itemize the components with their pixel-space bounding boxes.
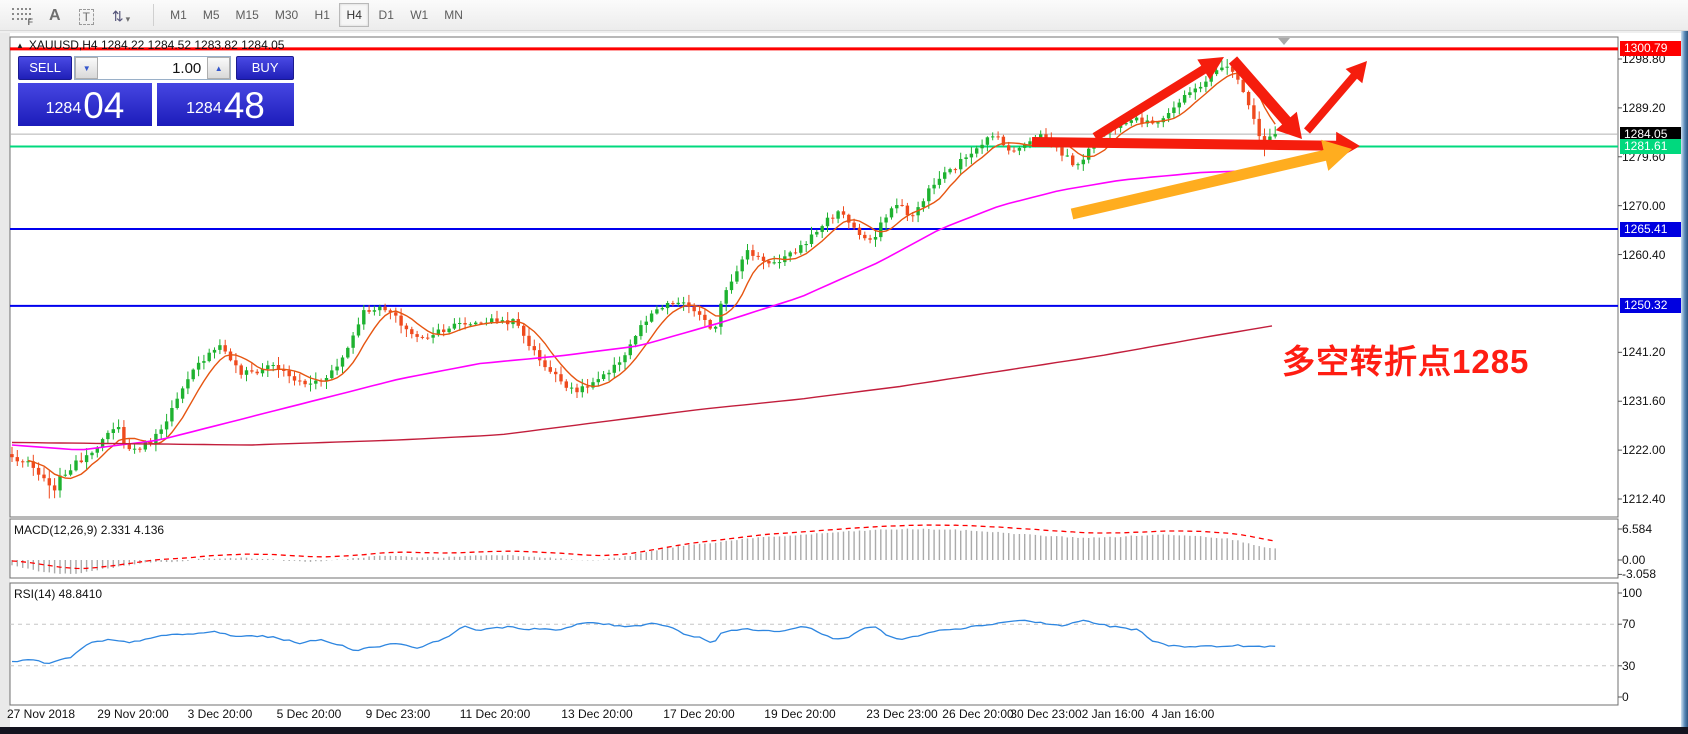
panel-border [9,582,1619,706]
rsi-axis-label: 0 [1622,690,1629,704]
macd-histogram [11,528,1276,574]
time-axis-label: 29 Nov 20:00 [97,707,169,721]
price-axis-label: 1241.20 [1622,345,1666,359]
arrows-object-icon[interactable]: ⇅ ▾ [111,8,131,24]
macd-axis-label: 6.584 [1622,522,1653,536]
volume-increase-button[interactable]: ▲ [207,57,231,79]
timeframe-button-h1[interactable]: H1 [307,3,337,27]
timeframe-button-m5[interactable]: M5 [196,3,227,27]
panel-border [9,518,1619,579]
price-axis-label: 1289.20 [1622,101,1666,115]
time-axis-label: 19 Dec 20:00 [764,707,836,721]
time-axis-label: 26 Dec 20:00 [942,707,1014,721]
timeframe-group: M1 M5 M15 M30 H1 H4 D1 W1 MN [162,3,471,27]
time-axis-label: 13 Dec 20:00 [561,707,633,721]
window-edge [1681,30,1688,727]
pullback-arrow[interactable] [1228,56,1302,139]
price-axis-label: 1231.60 [1622,394,1666,408]
time-axis-label: 9 Dec 23:00 [365,707,431,721]
price-level-badge: 1265.41 [1620,222,1682,237]
chart-title: ▲ XAUUSD,H4 1284.22 1284.52 1283.82 1284.… [16,38,285,52]
volume-stepper: ▼ ▲ [74,56,232,80]
forecast-arrow[interactable] [1304,61,1367,134]
price-axis-label: 1270.00 [1622,199,1666,213]
timeframe-button-w1[interactable]: W1 [403,3,435,27]
buy-button[interactable]: BUY [236,56,294,80]
ma-slow-line [11,325,1273,446]
time-axis-label: 27 Nov 2018 [6,707,76,721]
collapse-panel-icon[interactable]: ▲ [16,41,24,50]
time-axis-label: 11 Dec 20:00 [459,707,531,721]
annotation-text: 多空转折点1285 [1282,343,1530,380]
time-axis-label: 30 Dec 23:00 [1010,707,1082,721]
time-axis-label: 3 Dec 20:00 [187,707,253,721]
timeframe-button-m1[interactable]: M1 [163,3,194,27]
axis-ticks [1618,58,1622,698]
timeframe-button-m30[interactable]: M30 [268,3,305,27]
chart-shift-marker-icon[interactable] [1278,38,1290,45]
sell-button[interactable]: SELL [18,56,73,80]
price-level-badge: 1284.05 [1620,127,1682,142]
toolbar-separator [153,4,155,26]
ask-price-display[interactable]: 1284 48 [157,83,294,126]
text-label-icon[interactable]: A [49,7,61,24]
timeframe-button-d1[interactable]: D1 [371,3,401,27]
macd-axis-label: 0.00 [1622,553,1646,567]
support-arrow[interactable] [1031,131,1360,160]
rsi-axis-label: 30 [1622,659,1636,673]
fibo-lines-icon[interactable]: F [12,7,33,27]
timeframe-button-h4[interactable]: H4 [339,3,370,27]
bottom-bar [0,727,1688,734]
text-box-icon[interactable]: T [78,5,94,25]
rsi-line [11,619,1276,665]
timeframe-button-m15[interactable]: M15 [229,3,266,27]
price-level-badge: 1250.32 [1620,298,1682,313]
time-axis-label: 17 Dec 20:00 [663,707,735,721]
time-axis-label: 23 Dec 23:00 [866,707,938,721]
macd-signal-line [11,524,1276,570]
macd-axis-label: -3.058 [1622,567,1657,581]
chart-bg [10,33,1682,727]
toolbar: F A T ⇅ ▾ M1 M5 M15 M30 H1 H4 D1 W1 MN [0,0,1688,31]
macd-label: MACD(12,26,9) 2.331 4.136 [14,523,165,537]
time-axis-label: 5 Dec 20:00 [276,707,342,721]
price-level-badge: 1300.79 [1620,41,1682,56]
trend-arrow[interactable] [1070,139,1352,220]
volume-decrease-button[interactable]: ▼ [75,57,99,79]
ma-mid-line [11,169,1273,451]
time-axis-label: 4 Jan 16:00 [1151,707,1215,721]
rsi-axis-label: 70 [1622,617,1636,631]
price-level-badge: 1281.61 [1620,139,1682,154]
volume-input[interactable] [98,57,208,79]
price-axis-label: 1212.40 [1622,492,1666,506]
rally-arrow[interactable] [1092,57,1224,141]
timeframe-button-mn[interactable]: MN [437,3,470,27]
bid-price-display[interactable]: 1284 04 [18,83,152,126]
rsi-axis-label: 100 [1622,586,1643,600]
dropdown-caret-icon: ▾ [125,14,131,24]
time-axis-label: 2 Jan 16:00 [1081,707,1145,721]
price-axis-label: 1222.00 [1622,443,1666,457]
panel-border [9,36,1619,518]
rsi-label: RSI(14) 48.8410 [14,587,103,601]
price-axis-label: 1260.40 [1622,248,1666,262]
